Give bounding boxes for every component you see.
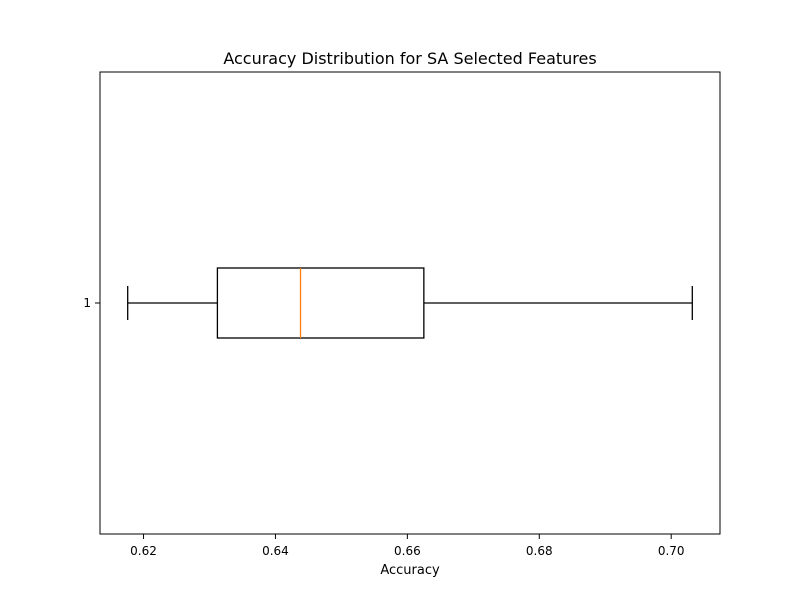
x-tick-label-0: 0.62 xyxy=(130,544,157,558)
y-tick-label-0: 1 xyxy=(83,296,91,310)
x-tick-label-1: 0.64 xyxy=(262,544,289,558)
x-axis-label: Accuracy xyxy=(380,563,440,578)
chart-title: Accuracy Distribution for SA Selected Fe… xyxy=(223,49,596,68)
box-iqr xyxy=(216,267,425,339)
plot-area: 0.62 0.64 0.66 0.68 0.70 1 xyxy=(83,71,721,558)
x-tick-label-3: 0.68 xyxy=(526,544,553,558)
x-tick-label-2: 0.66 xyxy=(394,544,421,558)
x-tick-label-4: 0.70 xyxy=(658,544,685,558)
